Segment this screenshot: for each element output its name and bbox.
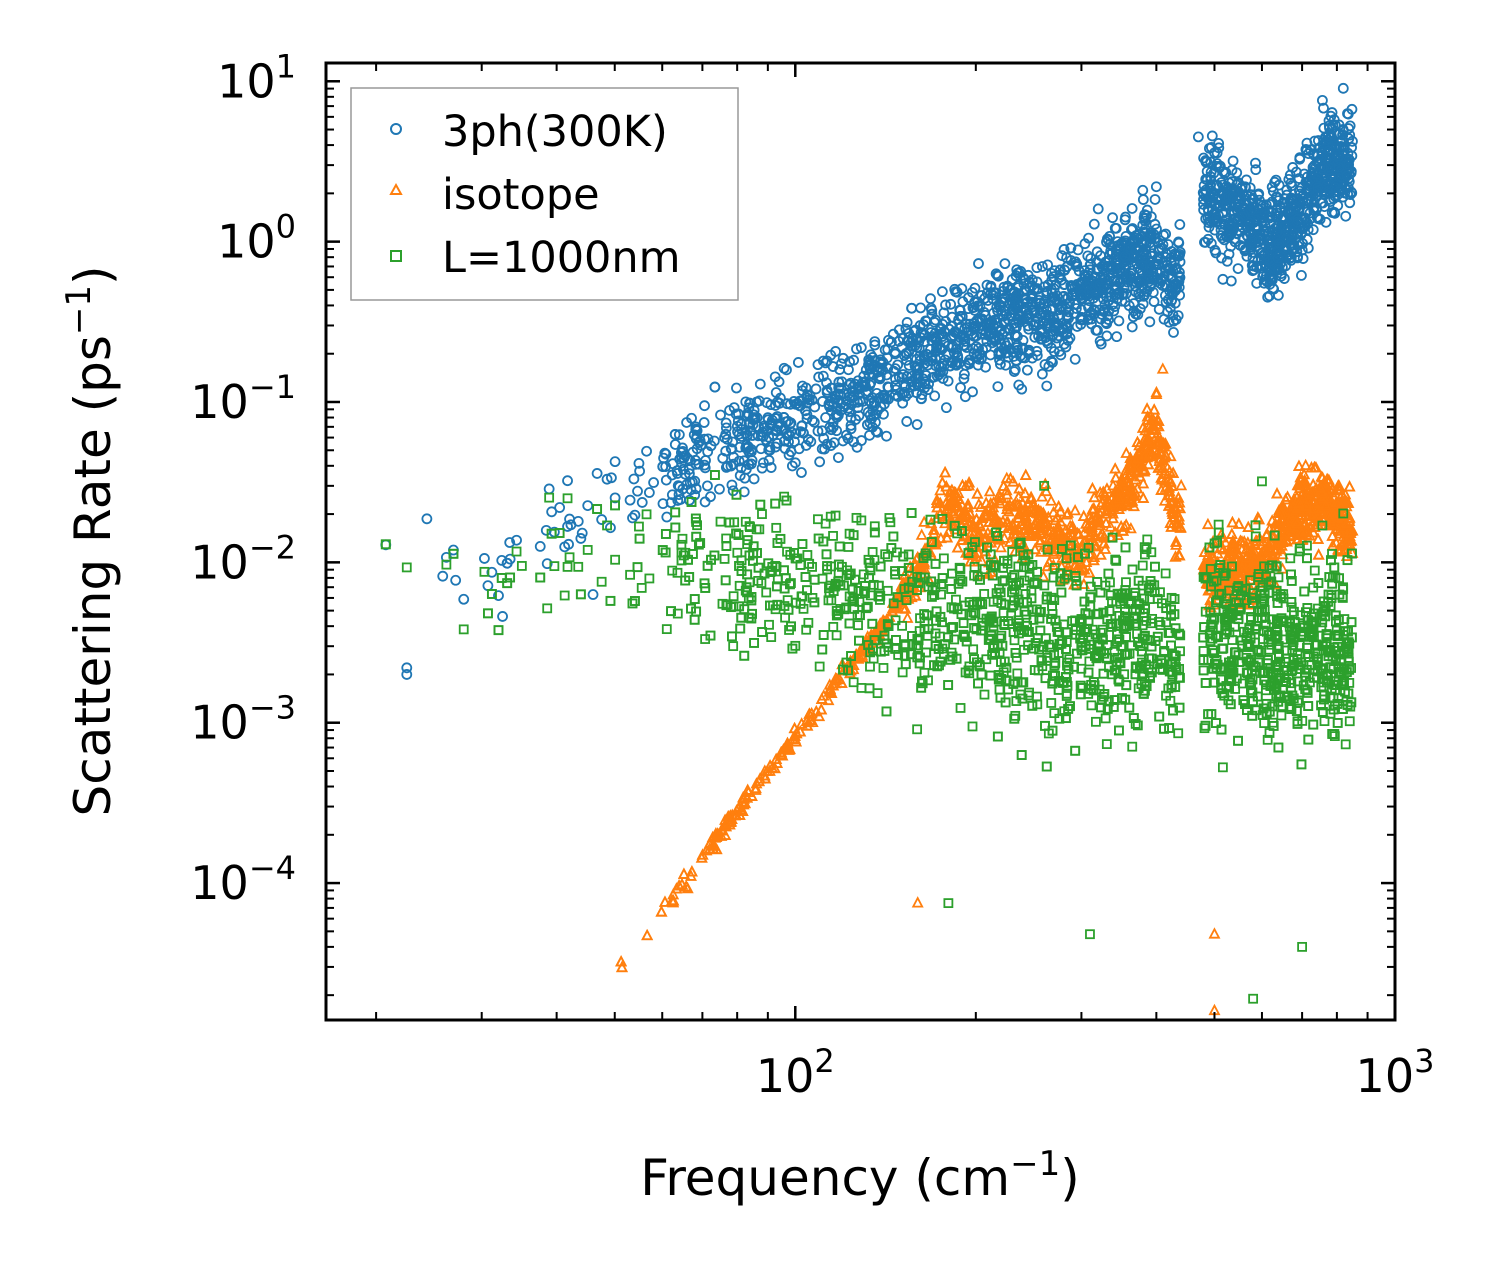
data-point-circle <box>765 399 777 411</box>
data-point-circle <box>1031 262 1043 274</box>
data-point-circle <box>901 317 913 328</box>
data-point-circle <box>942 375 954 387</box>
data-point-circle <box>698 417 710 428</box>
data-point-circle <box>812 425 824 437</box>
data-point-circle <box>1094 335 1106 347</box>
data-point-circle <box>1036 261 1048 272</box>
data-point-circle <box>1144 316 1156 328</box>
data-point-circle <box>1126 203 1138 214</box>
data-point-circle <box>628 473 640 485</box>
data-point-circle <box>575 533 587 544</box>
data-point-circle <box>958 373 970 385</box>
data-point-circle <box>659 447 671 459</box>
data-point-circle <box>636 497 648 508</box>
data-points-layer <box>380 82 1359 1016</box>
data-point-circle <box>825 424 837 436</box>
data-point-circle <box>1173 236 1184 248</box>
data-point-circle <box>1168 327 1179 338</box>
data-point-circle <box>684 468 695 480</box>
data-point-circle <box>727 436 739 448</box>
data-point-circle <box>437 570 449 582</box>
data-point-circle <box>929 390 941 402</box>
data-point-circle <box>714 483 725 495</box>
data-point-circle <box>810 383 822 395</box>
data-point-circle <box>1148 296 1160 307</box>
data-point-circle <box>1149 194 1161 205</box>
data-point-circle <box>648 477 659 488</box>
data-point-circle <box>763 431 775 443</box>
data-point-circle <box>450 574 462 586</box>
data-point-circle <box>721 433 733 445</box>
data-point-circle <box>992 381 1004 392</box>
data-point-circle <box>554 502 566 513</box>
data-point-circle <box>999 258 1011 270</box>
data-point-circle <box>1088 218 1100 230</box>
data-point-circle <box>1174 219 1186 230</box>
data-point-circle <box>421 513 433 525</box>
data-point-circle <box>940 402 952 414</box>
data-point-circle <box>949 283 961 295</box>
data-point-circle <box>980 361 991 373</box>
data-point-circle <box>576 527 588 539</box>
data-point-circle <box>901 416 913 427</box>
data-point-circle <box>995 358 1006 370</box>
data-point-circle <box>945 298 957 310</box>
data-point-circle <box>504 537 516 548</box>
data-point-circle <box>792 357 804 368</box>
data-point-circle <box>734 470 746 481</box>
data-point-circle <box>758 457 769 469</box>
data-point-circle <box>1347 135 1358 147</box>
data-point-circle <box>1113 315 1125 327</box>
data-point-circle <box>1021 364 1033 376</box>
data-point-circle <box>869 416 881 428</box>
data-point-circle <box>1206 130 1218 142</box>
data-point-circle <box>973 258 984 269</box>
data-point-circle <box>959 391 971 403</box>
data-point-circle <box>796 467 807 478</box>
data-point-circle <box>702 480 713 492</box>
data-point-circle <box>673 429 685 441</box>
data-point-circle <box>820 412 832 423</box>
data-point-circle <box>1036 368 1048 380</box>
data-point-circle <box>1137 194 1149 205</box>
data-point-circle <box>699 400 710 412</box>
data-point-circle <box>1221 255 1233 267</box>
plot-area <box>380 82 1359 1016</box>
data-point-circle <box>666 489 678 501</box>
